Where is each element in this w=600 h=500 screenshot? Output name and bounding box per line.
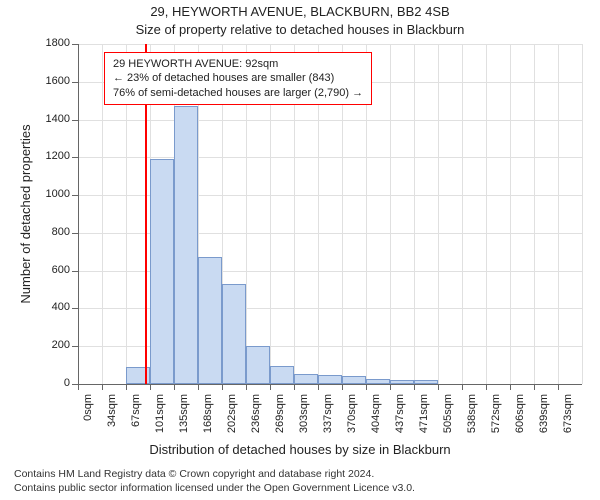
callout-line-1: 29 HEYWORTH AVENUE: 92sqm — [113, 57, 363, 71]
address-title: 29, HEYWORTH AVENUE, BLACKBURN, BB2 4SB — [0, 4, 600, 19]
x-tick-label: 370sqm — [346, 394, 358, 440]
x-axis-label: Distribution of detached houses by size … — [0, 442, 600, 457]
x-tick-label: 471sqm — [418, 394, 430, 440]
y-tick-label: 200 — [30, 339, 70, 351]
x-tick-label: 639sqm — [538, 394, 550, 440]
y-tick-label: 600 — [30, 264, 70, 276]
x-tick-label: 538sqm — [466, 394, 478, 440]
x-tick-label: 101sqm — [154, 394, 166, 440]
y-tick-label: 1600 — [30, 75, 70, 87]
x-tick-label: 606sqm — [514, 394, 526, 440]
y-tick-label: 400 — [30, 301, 70, 313]
callout-box: 29 HEYWORTH AVENUE: 92sqm ← 23% of detac… — [104, 52, 372, 105]
x-tick-label: 505sqm — [442, 394, 454, 440]
x-tick-label: 34sqm — [106, 394, 118, 440]
x-tick-label: 404sqm — [370, 394, 382, 440]
x-tick-label: 269sqm — [274, 394, 286, 440]
y-tick-label: 800 — [30, 226, 70, 238]
x-tick-label: 202sqm — [226, 394, 238, 440]
bar — [246, 346, 270, 384]
x-tick-label: 67sqm — [130, 394, 142, 440]
x-tick-label: 0sqm — [82, 394, 94, 440]
y-tick-label: 1400 — [30, 113, 70, 125]
bar — [342, 376, 366, 384]
x-tick-label: 168sqm — [202, 394, 214, 440]
bar — [198, 257, 222, 384]
x-tick-label: 673sqm — [562, 394, 574, 440]
bar — [174, 106, 198, 384]
callout-line-3: 76% of semi-detached houses are larger (… — [113, 86, 363, 100]
subtitle: Size of property relative to detached ho… — [0, 22, 600, 37]
y-tick-label: 0 — [30, 377, 70, 389]
y-axis-label: Number of detached properties — [18, 44, 33, 384]
bar — [270, 366, 294, 384]
bar — [222, 284, 246, 384]
y-tick-label: 1800 — [30, 37, 70, 49]
x-tick-label: 303sqm — [298, 394, 310, 440]
bar — [150, 159, 174, 384]
y-tick-label: 1000 — [30, 188, 70, 200]
y-tick-label: 1200 — [30, 150, 70, 162]
bar — [318, 375, 342, 384]
callout-line-2: ← 23% of detached houses are smaller (84… — [113, 71, 363, 85]
x-tick-label: 572sqm — [490, 394, 502, 440]
footer-line-2: Contains public sector information licen… — [14, 482, 415, 496]
footer: Contains HM Land Registry data © Crown c… — [14, 468, 415, 495]
footer-line-1: Contains HM Land Registry data © Crown c… — [14, 468, 415, 482]
x-tick-label: 437sqm — [394, 394, 406, 440]
bar — [294, 374, 318, 384]
x-tick-label: 135sqm — [178, 394, 190, 440]
x-tick-label: 337sqm — [322, 394, 334, 440]
x-tick-label: 236sqm — [250, 394, 262, 440]
